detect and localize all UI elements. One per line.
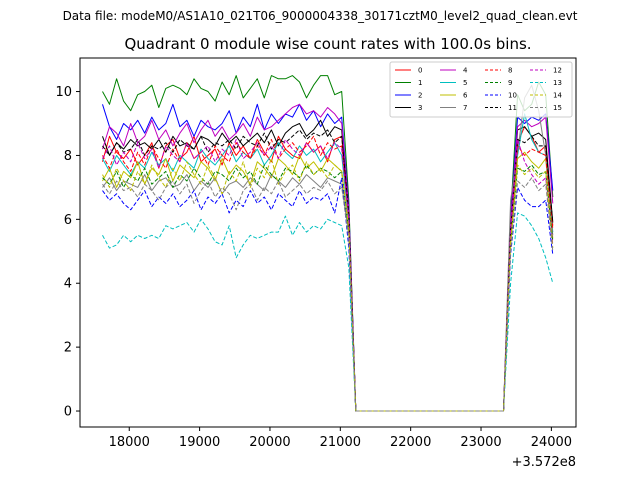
y-tick-label: 0 <box>64 405 72 420</box>
legend-box <box>389 61 573 118</box>
series-line-13 <box>102 212 554 412</box>
x-tick-label: 24000 <box>531 435 572 450</box>
series-layer <box>102 75 554 412</box>
x-tick-label: 20000 <box>249 435 290 450</box>
legend-label-1: 1 <box>418 79 422 87</box>
chart-title: Quadrant 0 module wise count rates with … <box>124 35 531 53</box>
y-tick-label: 4 <box>64 277 72 292</box>
y-tick-label: 10 <box>55 85 72 100</box>
plot-area <box>80 58 576 427</box>
y-tick-label: 8 <box>64 149 72 164</box>
legend-label-10: 10 <box>508 92 517 100</box>
legend-label-2: 2 <box>418 92 422 100</box>
y-axis: 0 2 4 6 8 10 <box>55 85 80 420</box>
legend-label-5: 5 <box>463 79 467 87</box>
series-line-8 <box>102 135 554 412</box>
x-tick-label: 23000 <box>460 435 501 450</box>
x-tick-label: 22000 <box>390 435 431 450</box>
legend-label-11: 11 <box>508 104 517 112</box>
legend-label-15: 15 <box>553 104 562 112</box>
legend-label-14: 14 <box>553 92 562 100</box>
x-axis: 18000 19000 20000 21000 22000 23000 24000 <box>109 427 572 450</box>
legend-label-0: 0 <box>418 67 422 75</box>
x-tick-label: 18000 <box>109 435 150 450</box>
series-line-15 <box>102 177 554 412</box>
data-file-header: Data file: modeM0/AS1A10_021T06_90000043… <box>63 9 578 23</box>
y-tick-label: 2 <box>64 341 72 356</box>
legend-label-9: 9 <box>508 79 512 87</box>
legend-label-13: 13 <box>553 79 562 87</box>
x-tick-label: 21000 <box>320 435 361 450</box>
y-tick-label: 6 <box>64 213 72 228</box>
legend-label-7: 7 <box>463 104 467 112</box>
axes-frame <box>79 57 577 428</box>
legend-label-12: 12 <box>553 67 562 75</box>
legend-label-8: 8 <box>508 67 512 75</box>
legend-label-6: 6 <box>463 92 468 100</box>
legend-label-4: 4 <box>463 67 468 75</box>
legend-label-3: 3 <box>418 104 422 112</box>
x-offset-label: +3.572e8 <box>512 455 576 470</box>
x-tick-label: 19000 <box>179 435 220 450</box>
